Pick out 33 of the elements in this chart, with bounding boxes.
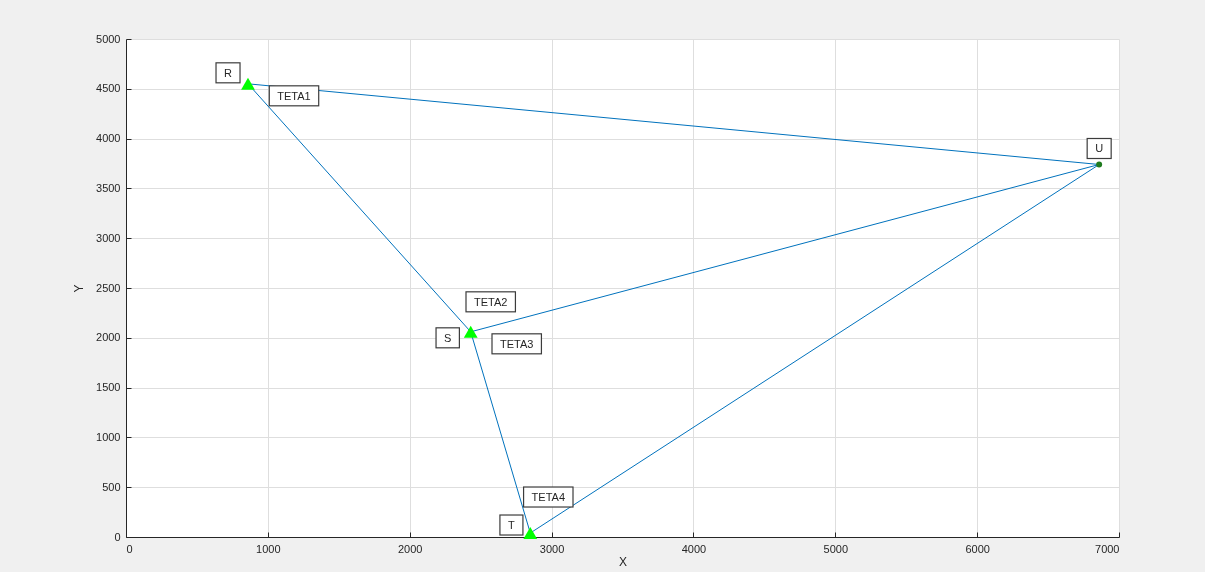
- y-tick-label: 0: [114, 530, 121, 543]
- y-tick-label: 5000: [96, 32, 121, 45]
- x-tick-label: 7000: [1095, 542, 1120, 555]
- x-tick-label: 2000: [397, 542, 423, 555]
- y-tick-label: 500: [102, 480, 121, 493]
- y-tick-label: 1000: [96, 430, 121, 443]
- annotation: S: [444, 331, 452, 344]
- y-tick-label: 3500: [96, 181, 121, 194]
- annotation: R: [224, 66, 233, 79]
- annotation: U: [1095, 142, 1104, 155]
- x-tick-label: 5000: [823, 542, 849, 555]
- y-tick-label: 4500: [96, 82, 121, 95]
- point: [523, 527, 538, 539]
- x-tick-label: 1000: [256, 542, 281, 555]
- point: [463, 325, 478, 338]
- annotation: TETA1: [277, 89, 311, 102]
- x-tick-label: 6000: [965, 542, 990, 555]
- x-tick-label: 3000: [539, 542, 565, 555]
- y-tick-label: 1500: [96, 381, 121, 394]
- y-tick-label: 3000: [96, 231, 121, 244]
- point: [241, 77, 255, 90]
- x-tick-label: 0: [126, 542, 133, 555]
- annotation: T: [507, 519, 515, 532]
- annotation: TETA4: [531, 491, 565, 504]
- x-tick-label: 4000: [681, 542, 707, 555]
- annotation: TETA3: [500, 337, 534, 350]
- y-axis-title: Y: [72, 284, 87, 293]
- annotation: TETA2: [474, 295, 508, 308]
- y-tick-label: 2500: [96, 281, 121, 294]
- x-axis-title: X: [618, 554, 628, 569]
- y-tick-label: 2000: [96, 331, 121, 344]
- y-tick-label: 4000: [96, 132, 121, 145]
- point: [1096, 161, 1103, 168]
